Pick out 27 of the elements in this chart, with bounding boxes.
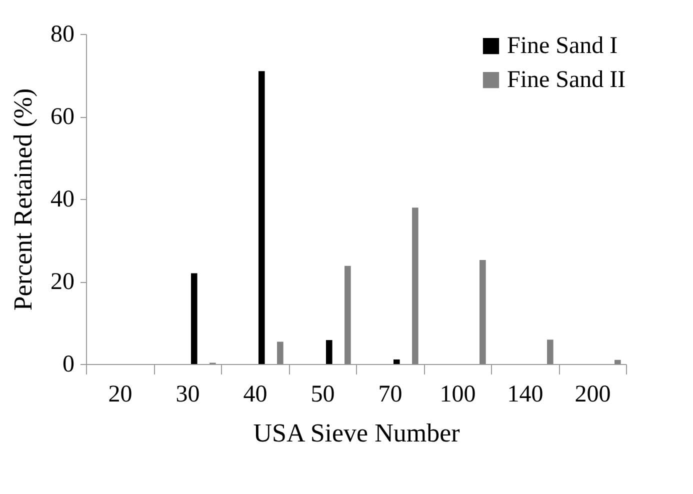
x-tick-label: 30 — [176, 382, 200, 408]
y-tick-label: 40 — [50, 186, 74, 212]
bar — [190, 273, 198, 364]
x-tick-label: 20 — [108, 382, 132, 408]
x-tick-label: 140 — [507, 382, 544, 408]
bar — [480, 260, 486, 364]
bar — [277, 342, 284, 364]
bar — [412, 208, 418, 364]
x-tick-label: 70 — [378, 382, 402, 408]
x-tick-label: 100 — [440, 382, 476, 408]
bar — [393, 359, 400, 364]
y-axis-title: Percent Retained (%) — [8, 88, 38, 311]
x-tick-label: 50 — [310, 382, 335, 408]
y-tick-label: 0 — [62, 352, 74, 378]
legend-label: Fine Sand I — [507, 33, 618, 59]
bar — [547, 340, 554, 364]
x-axis-title: USA Sieve Number — [253, 418, 460, 448]
y-tick-label: 20 — [50, 269, 74, 295]
x-tick-label: 200 — [574, 382, 611, 408]
y-tick-label: 80 — [50, 22, 74, 48]
x-tick-label: 40 — [243, 382, 268, 408]
bar — [614, 360, 621, 364]
y-tick-label: 60 — [50, 104, 74, 130]
bar — [344, 266, 351, 364]
legend-label: Fine Sand II — [507, 67, 626, 93]
bar — [326, 340, 332, 364]
bar — [258, 71, 265, 364]
